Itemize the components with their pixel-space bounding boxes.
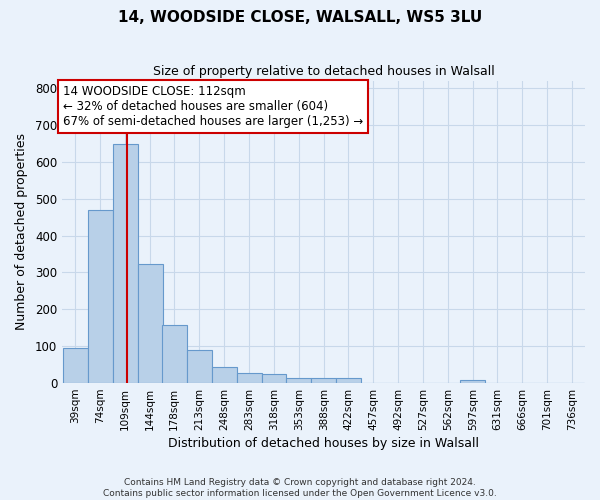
Bar bbox=[311, 378, 337, 383]
Title: Size of property relative to detached houses in Walsall: Size of property relative to detached ho… bbox=[152, 65, 494, 78]
Bar bbox=[286, 378, 311, 383]
Bar bbox=[162, 325, 187, 383]
Bar bbox=[63, 348, 88, 383]
Bar bbox=[212, 367, 236, 383]
Bar bbox=[137, 264, 163, 383]
Y-axis label: Number of detached properties: Number of detached properties bbox=[15, 134, 28, 330]
Text: Contains HM Land Registry data © Crown copyright and database right 2024.
Contai: Contains HM Land Registry data © Crown c… bbox=[103, 478, 497, 498]
Text: 14 WOODSIDE CLOSE: 112sqm
← 32% of detached houses are smaller (604)
67% of semi: 14 WOODSIDE CLOSE: 112sqm ← 32% of detac… bbox=[63, 85, 364, 128]
X-axis label: Distribution of detached houses by size in Walsall: Distribution of detached houses by size … bbox=[168, 437, 479, 450]
Bar bbox=[88, 210, 113, 383]
Bar bbox=[187, 350, 212, 383]
Bar bbox=[236, 372, 262, 383]
Bar bbox=[335, 378, 361, 383]
Text: 14, WOODSIDE CLOSE, WALSALL, WS5 3LU: 14, WOODSIDE CLOSE, WALSALL, WS5 3LU bbox=[118, 10, 482, 25]
Bar bbox=[262, 374, 286, 383]
Bar bbox=[460, 380, 485, 383]
Bar bbox=[113, 144, 137, 383]
